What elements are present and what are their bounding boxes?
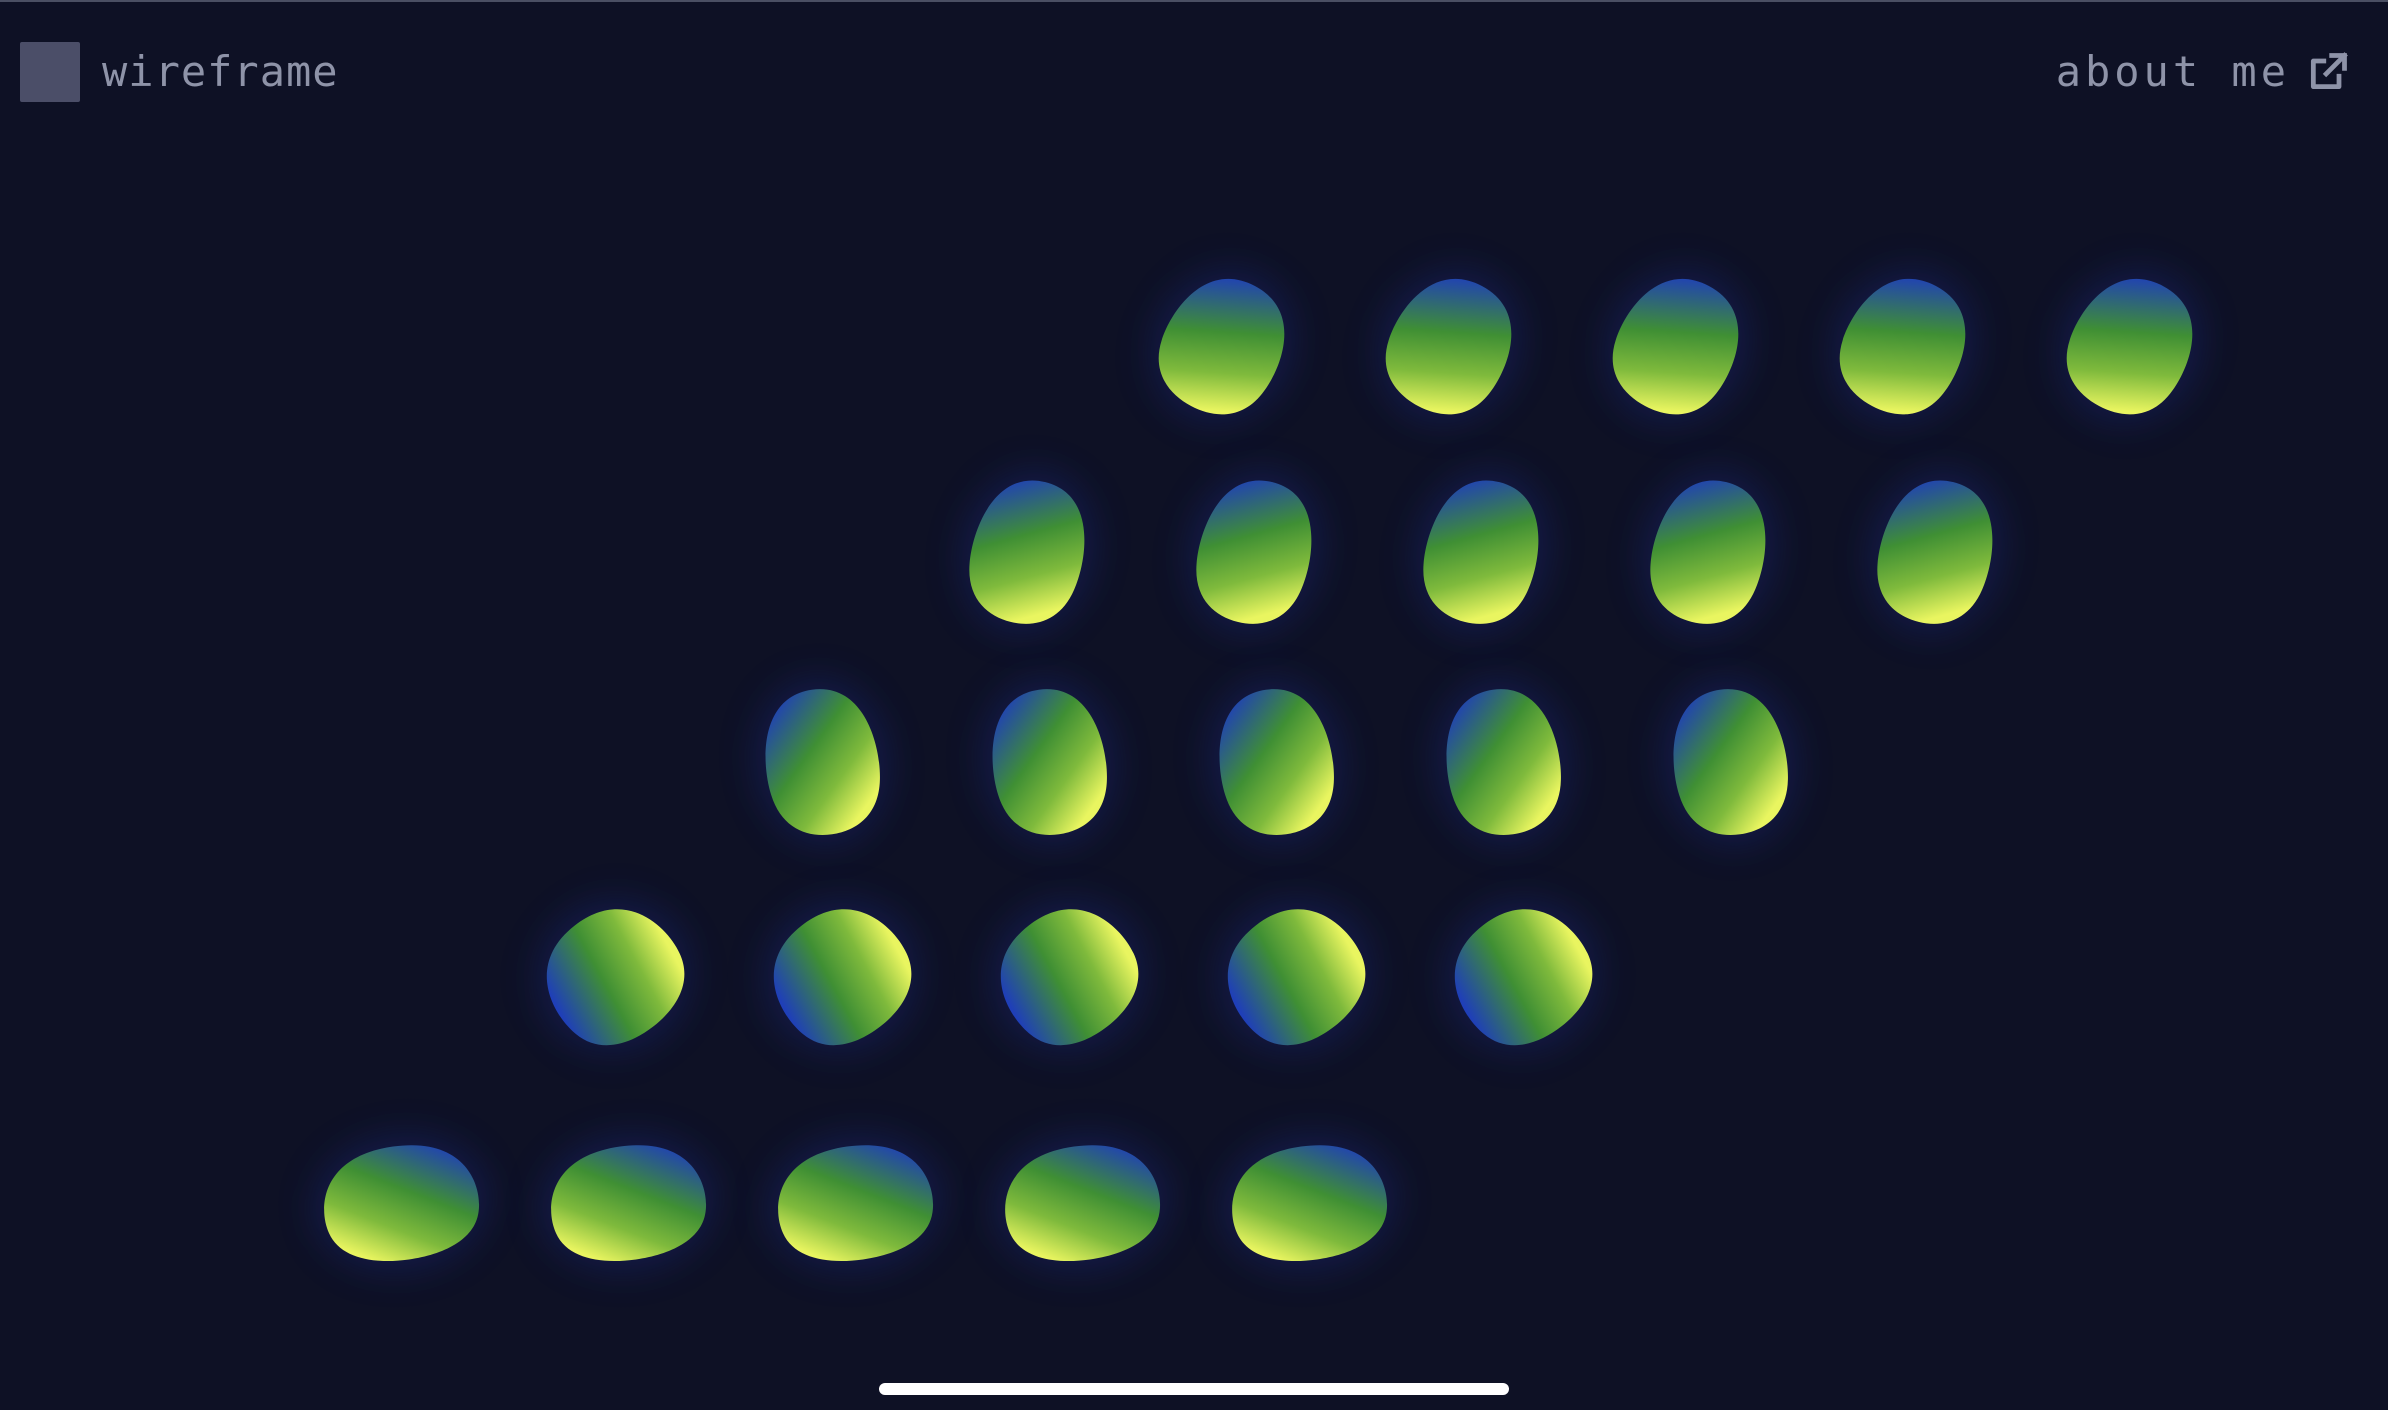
egg-shape — [1219, 900, 1371, 1052]
egg-shape — [1188, 470, 1322, 634]
home-indicator — [879, 1383, 1509, 1395]
egg-shape — [538, 900, 690, 1052]
wireframe-label: wireframe — [102, 47, 339, 96]
egg-shape — [961, 470, 1095, 634]
egg-shape — [1642, 470, 1776, 634]
egg-shape — [1415, 470, 1549, 634]
egg-shape — [992, 900, 1144, 1052]
egg-shape — [1222, 1135, 1396, 1271]
egg-shape — [1436, 679, 1570, 845]
egg-shape — [1833, 270, 1975, 422]
wireframe-checkbox[interactable] — [20, 42, 80, 102]
egg-shape — [768, 1135, 942, 1271]
egg-shape — [1869, 470, 2003, 634]
egg-shape — [995, 1135, 1169, 1271]
top-divider — [0, 0, 2388, 2]
egg-shape — [982, 679, 1116, 845]
egg-shape — [1152, 270, 1294, 422]
egg-shape — [765, 900, 917, 1052]
egg-shape — [2060, 270, 2202, 422]
egg-shape — [755, 679, 889, 845]
egg-shape — [1209, 679, 1343, 845]
external-link-icon — [2310, 52, 2348, 90]
egg-shape — [1379, 270, 1521, 422]
egg-shape — [1663, 679, 1797, 845]
about-me-label: about me — [2055, 47, 2290, 96]
egg-shape — [314, 1135, 488, 1271]
egg-shape — [541, 1135, 715, 1271]
wireframe-toggle[interactable]: wireframe — [20, 42, 339, 102]
about-me-link[interactable]: about me — [2056, 42, 2350, 102]
egg-shape — [1446, 900, 1598, 1052]
egg-shape — [1606, 270, 1748, 422]
